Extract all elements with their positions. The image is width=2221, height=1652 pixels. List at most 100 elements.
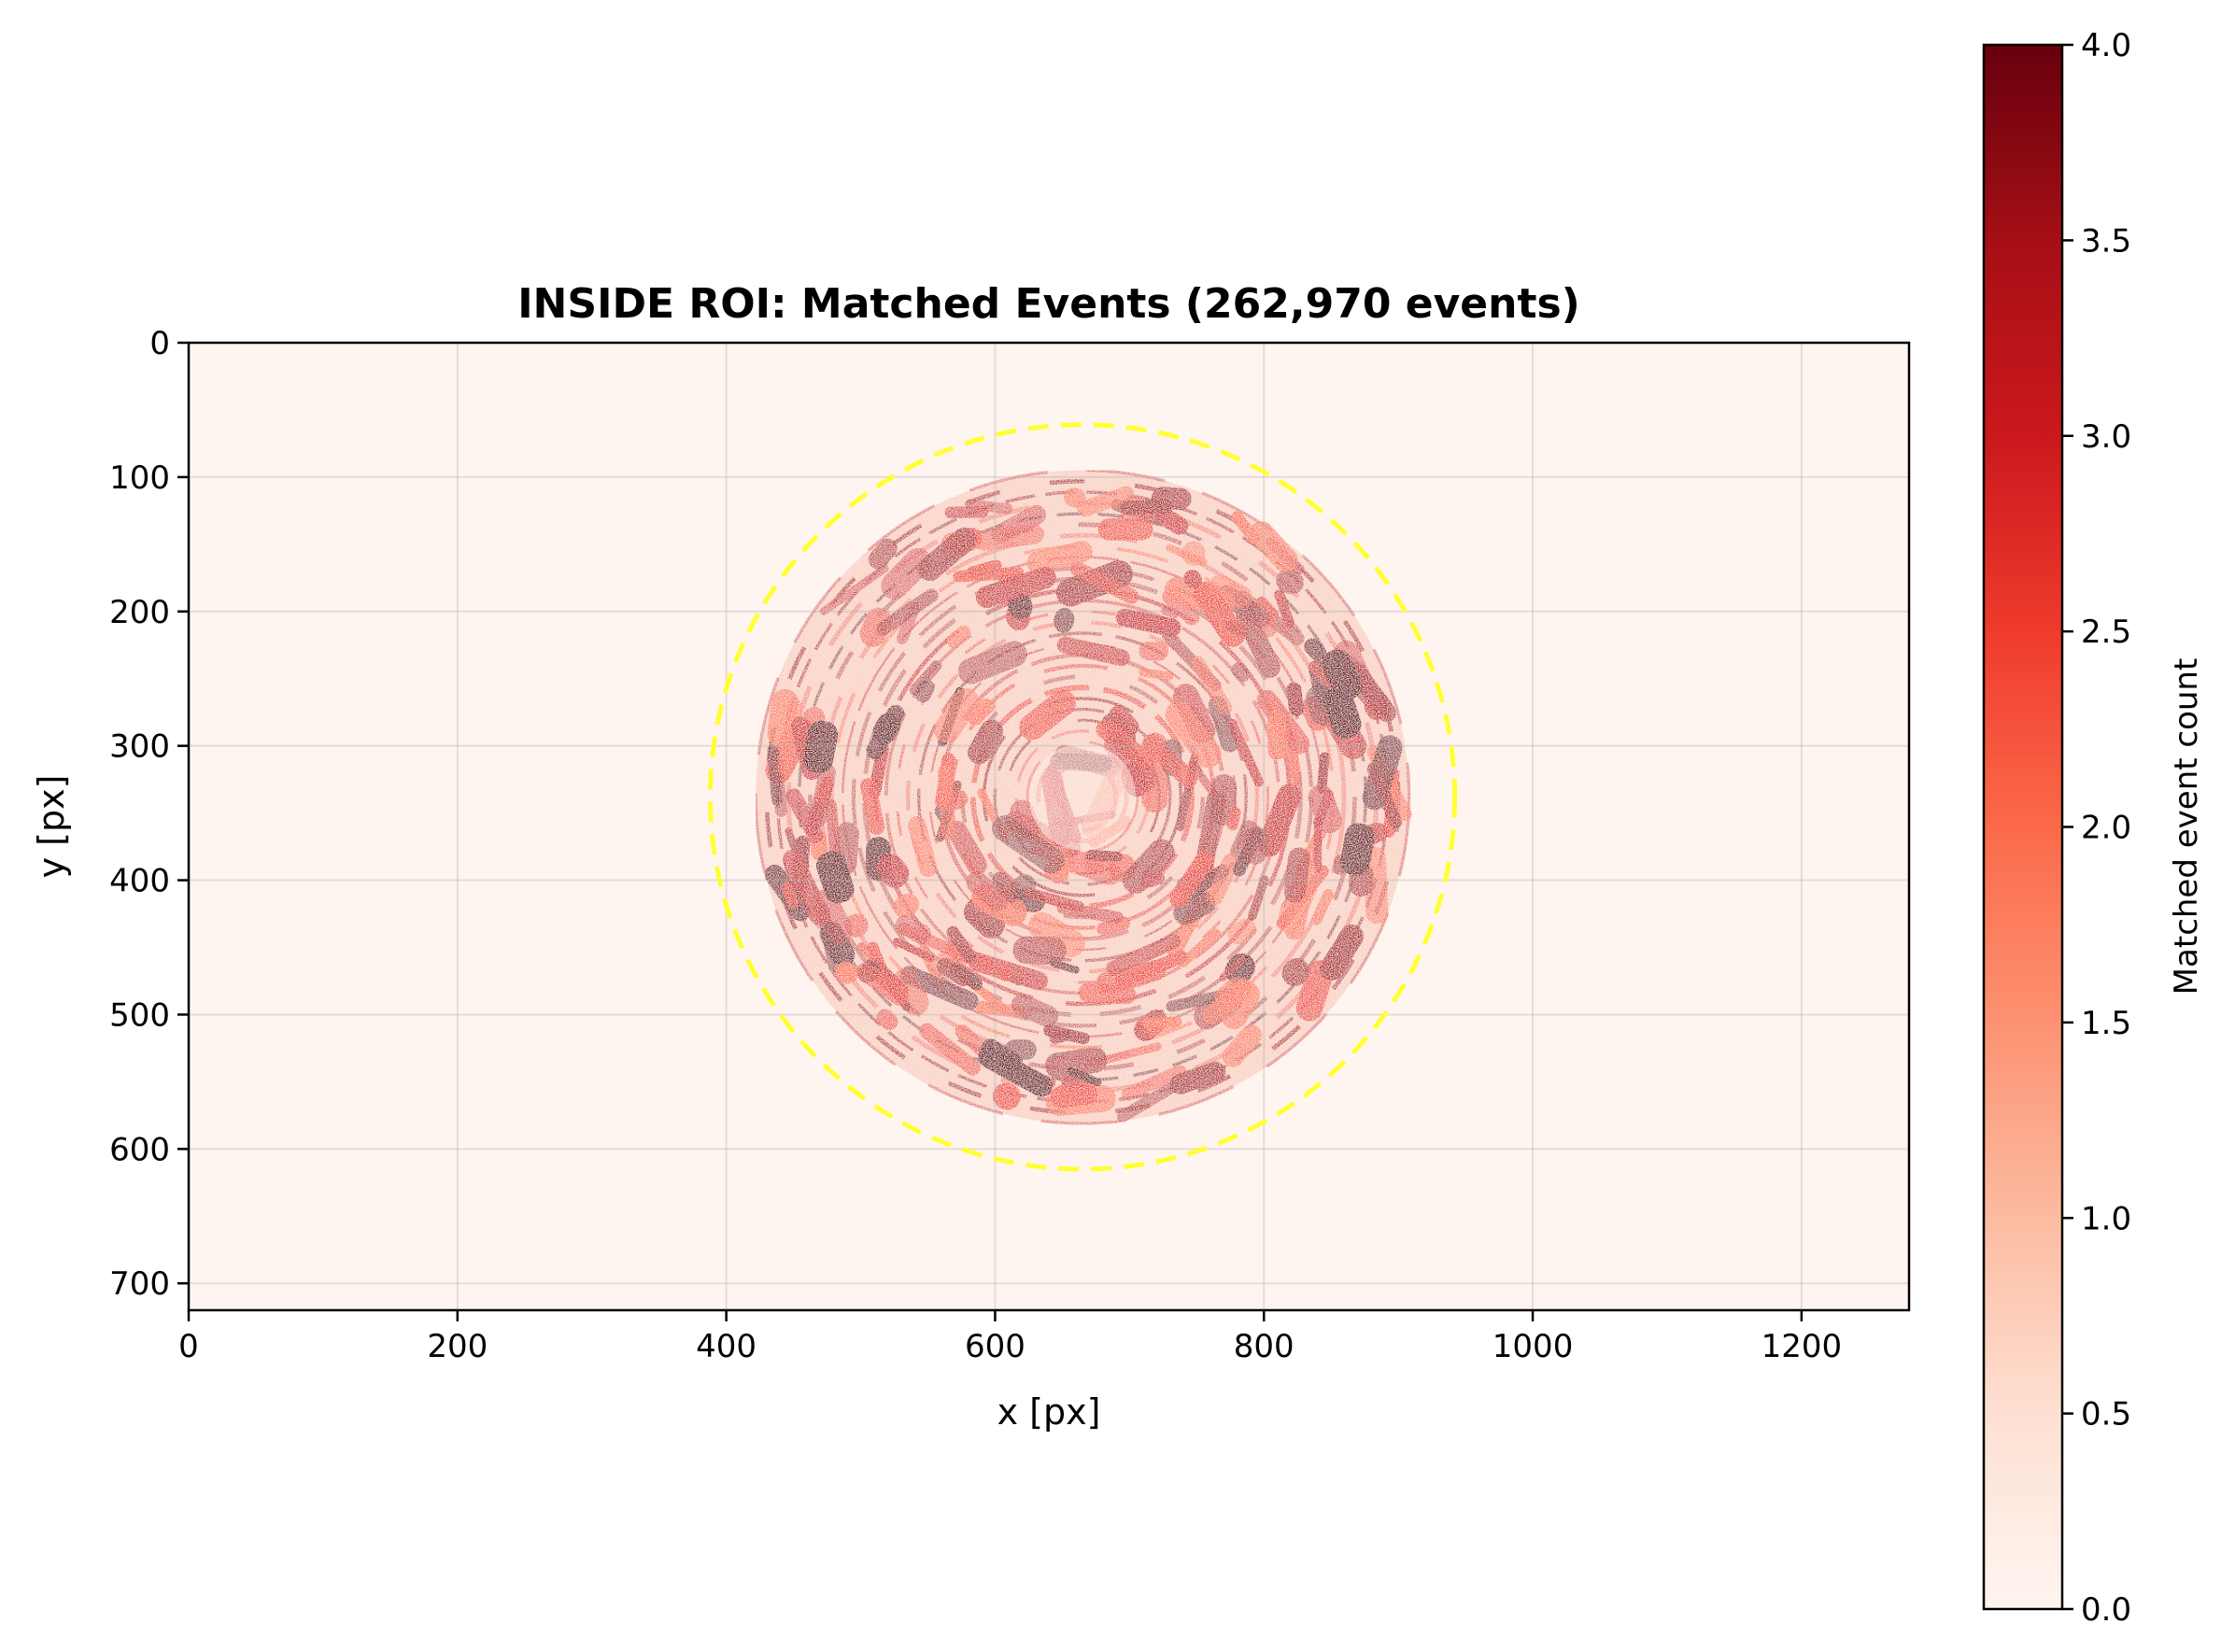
density-streak [1122,839,1175,894]
density-streak [1256,596,1280,620]
density-streak [1054,607,1075,633]
density-streak [1221,981,1261,1030]
density-streak [937,957,972,986]
density-streak [1023,887,1085,912]
density-streak [1286,682,1304,717]
density-streak [1267,710,1286,760]
density-ring [895,610,1269,984]
density-streak [876,1009,898,1030]
colorbar-tick-label: 0.5 [2081,1396,2131,1433]
density-streak [1320,924,1364,981]
density-ring [905,620,1259,974]
density-streak [946,925,977,965]
density-streak [1362,735,1403,811]
density-streak [785,826,798,851]
density-streak [1077,486,1135,517]
x-tick-label: 600 [965,1328,1026,1365]
density-streak [1183,570,1203,589]
density-streak [1115,608,1181,637]
density-streak [1347,661,1396,723]
density-streak [991,815,1065,874]
density-streak [835,961,858,984]
y-axis: 0 100 200 300 400 500 600 700 [109,325,189,1303]
density-streak [1316,752,1330,794]
density-streak [992,871,1021,903]
density-streak [1154,506,1189,535]
density-streak [1106,934,1181,976]
density-streak [1231,662,1251,683]
density-streak [957,641,1027,685]
density-streak [1274,589,1295,629]
roi-circle [707,422,1458,1172]
density-streak [1117,1081,1178,1123]
density-streak [1139,870,1165,889]
y-tick-label: 100 [109,459,170,497]
colorbar-tick-label: 4.0 [2081,27,2131,64]
density-streak [1097,517,1153,541]
density-streak [1122,1065,1187,1101]
x-axis: 0 200 400 600 800 1000 1200 [178,1310,1842,1365]
density-ring [1026,741,1139,854]
density-streak [1208,574,1252,609]
density-streak [892,967,929,1016]
colorbar-tick-label: 3.0 [2081,418,2131,456]
density-streak [968,719,1004,765]
density-streak [1242,826,1268,865]
density-ring [993,707,1172,886]
density-streak [1056,636,1130,667]
density-streak [881,547,932,600]
density-streak [1026,541,1093,573]
density-streak [1140,1016,1182,1028]
y-tick-label: 300 [109,728,170,766]
density-streak [1236,606,1280,678]
density-streak [825,798,842,869]
colorbar-ticks: 0.0 0.5 1.0 1.5 2.0 2.5 3.0 3.5 4.0 [2062,27,2131,1629]
density-streak [1313,817,1323,873]
density-streak [992,1082,1021,1110]
colorbar-gradient [1982,43,2064,1611]
colorbar-label: Matched event count [2168,658,2205,995]
density-streak [1190,656,1233,715]
y-axis-label: y [px] [31,775,72,879]
density-streak [1249,521,1298,573]
density-streak [946,625,971,648]
density-ring [754,468,1411,1125]
density-streak [1139,668,1174,681]
x-tick-label: 1200 [1761,1328,1843,1365]
density-streak [1011,994,1059,1027]
density-streak [1258,618,1278,638]
chart-title: INSIDE ROI: Matched Events (262,970 even… [517,280,1580,328]
density-streak [1173,891,1216,925]
density-streak [1152,487,1192,511]
density-streak [876,588,939,636]
density-streak [937,764,956,839]
event-center [1028,743,1137,851]
density-streak [1166,544,1208,566]
y-tick-label: 500 [109,996,170,1034]
density-streak [1247,875,1269,922]
density-streak [1066,1066,1102,1087]
y-tick-label: 400 [109,863,170,900]
density-streak [1219,954,1246,981]
density-streak [1104,733,1157,792]
density-streak [868,538,898,570]
density-streak [1027,911,1085,957]
hot-spot [816,851,855,904]
hot-spot [1339,823,1376,876]
density-streak [964,897,1005,939]
density-streak [1069,560,1139,604]
density-streak [1169,1061,1226,1094]
event-density [754,468,1412,1125]
density-streak [944,505,989,519]
density-streak [1276,569,1304,595]
density-streak [860,778,885,835]
hot-spot [1321,649,1363,701]
colorbar-tick-label: 2.0 [2081,810,2131,847]
density-streak [1363,846,1389,925]
density-streak [1165,700,1222,769]
density-streak [859,607,893,647]
density-streak [1049,1028,1072,1044]
density-streak [812,889,853,944]
density-streak [813,773,835,804]
